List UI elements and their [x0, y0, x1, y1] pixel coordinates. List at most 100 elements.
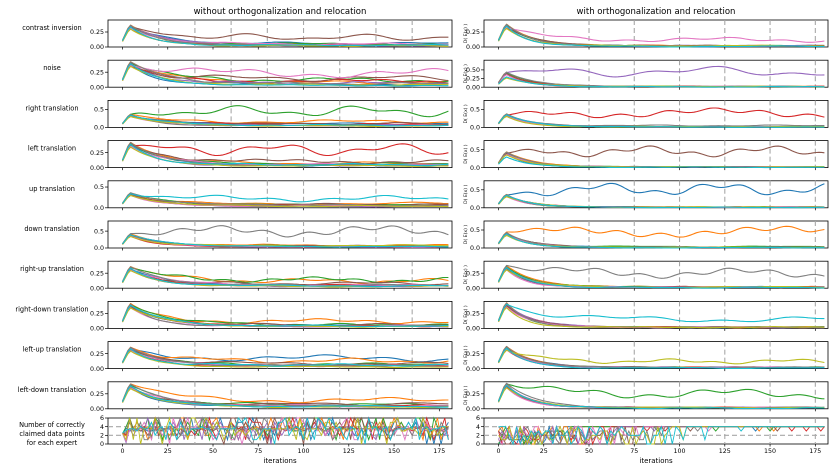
series-line-7 [121, 61, 449, 86]
y-tick-label: 0.25 [466, 29, 480, 36]
y-axis-label: D( E(x) ) [463, 64, 469, 83]
y-tick-label: 0.00 [90, 84, 104, 91]
series-line-1 [121, 383, 449, 404]
series-line-6 [122, 65, 449, 81]
bottom-row-label: Number of correctly [19, 421, 85, 429]
series-line-8 [498, 154, 825, 168]
series-line-2 [122, 105, 449, 124]
y-tick-label: 0.0 [470, 205, 480, 212]
series-line-7 [497, 264, 825, 282]
y-tick-label: 0.00 [466, 84, 480, 91]
y-tick-label: 2 [476, 433, 480, 440]
series-line-5 [121, 64, 449, 82]
series-line-0 [122, 348, 449, 363]
x-tick-label: 25 [164, 448, 172, 455]
axes-frame [483, 417, 829, 445]
row-label: noise [43, 64, 61, 72]
count-series-line-9 [122, 416, 449, 445]
series-group [498, 225, 825, 249]
series-line-9 [122, 114, 449, 127]
series-line-7 [122, 225, 449, 245]
series-line-0 [498, 182, 825, 205]
series-line-1 [122, 346, 449, 364]
y-tick-label: 0.0 [94, 125, 104, 132]
series-line-7 [497, 302, 825, 329]
series-line-9 [498, 194, 825, 209]
y-axis-label: D( E(x) ) [463, 184, 469, 203]
series-line-3 [498, 107, 825, 125]
series-line-5 [122, 349, 449, 366]
y-tick-label: 0.25 [466, 76, 480, 83]
row-label: right-down translation [15, 305, 88, 313]
y-tick-label: 0.25 [466, 311, 480, 318]
y-tick-label: 0.00 [466, 285, 480, 292]
row-label: left-up translation [23, 346, 82, 354]
x-tick-label: 100 [674, 448, 686, 455]
series-line-8 [122, 194, 449, 208]
count-series-line-8 [122, 416, 449, 445]
right-column-title: with orthogonalization and relocation [577, 7, 736, 17]
series-group [121, 383, 449, 409]
y-tick-label: 0.25 [466, 391, 480, 398]
series-group [497, 345, 825, 370]
x-tick-label: 150 [764, 448, 776, 455]
y-tick-label: 0.25 [466, 270, 480, 277]
series-line-9 [498, 233, 825, 249]
y-tick-label: 0 [476, 441, 480, 448]
series-line-7 [498, 113, 825, 127]
series-line-9 [121, 304, 449, 328]
axes-frame [483, 260, 829, 289]
left-column-title: without orthogonalization and relocation [194, 7, 367, 17]
series-group [498, 65, 825, 88]
y-tick-label: 4 [100, 424, 104, 431]
series-line-9 [121, 385, 449, 408]
series-group [122, 225, 449, 248]
series-line-9 [498, 76, 825, 88]
y-tick-label: 0.5 [94, 107, 104, 114]
series-group [121, 141, 449, 167]
axes-frame [107, 180, 453, 209]
x-axis-label: iterations [263, 457, 297, 465]
y-tick-label: 0.00 [90, 366, 104, 373]
y-tick-label: 0.5 [94, 228, 104, 235]
y-tick-label: 0.25 [90, 311, 104, 318]
y-tick-label: 0.00 [466, 44, 480, 51]
y-axis-label: D( E(x) ) [463, 225, 469, 244]
series-line-5 [498, 145, 825, 164]
series-group [121, 24, 449, 47]
x-tick-label: 175 [809, 448, 821, 455]
series-line-1 [498, 225, 825, 244]
x-tick-label: 50 [209, 448, 217, 455]
row-label: right translation [25, 104, 78, 112]
y-tick-label: 0.50 [466, 67, 480, 74]
y-tick-label: 0.0 [470, 125, 480, 132]
y-tick-label: 0.0 [470, 245, 480, 252]
series-line-8 [122, 350, 449, 368]
series-line-9 [497, 384, 825, 410]
x-tick-label: 125 [719, 448, 731, 455]
series-group [498, 182, 825, 209]
y-tick-label: 0.0 [470, 165, 480, 172]
row-label: up translation [29, 185, 75, 193]
series-group [121, 302, 449, 328]
y-tick-label: 0.00 [90, 44, 104, 51]
series-group [497, 302, 825, 329]
y-tick-label: 6 [476, 415, 480, 422]
y-axis-label: D( E(x) ) [463, 305, 469, 324]
y-tick-label: 0.00 [90, 326, 104, 333]
series-line-5 [122, 115, 449, 126]
x-tick-label: 0 [496, 448, 500, 455]
y-tick-label: 0.25 [90, 270, 104, 277]
axes-frame [107, 220, 453, 249]
x-tick-label: 50 [585, 448, 593, 455]
y-tick-label: 0.00 [466, 366, 480, 373]
series-line-8 [122, 388, 449, 409]
y-tick-label: 0.5 [470, 227, 480, 234]
y-tick-label: 0.25 [466, 351, 480, 358]
row-label: contrast inversion [22, 24, 81, 32]
x-tick-label: 150 [388, 448, 400, 455]
series-line-8 [498, 349, 825, 365]
y-tick-label: 0.00 [90, 165, 104, 172]
y-tick-label: 0.5 [470, 147, 480, 154]
x-tick-label: 0 [120, 448, 124, 455]
